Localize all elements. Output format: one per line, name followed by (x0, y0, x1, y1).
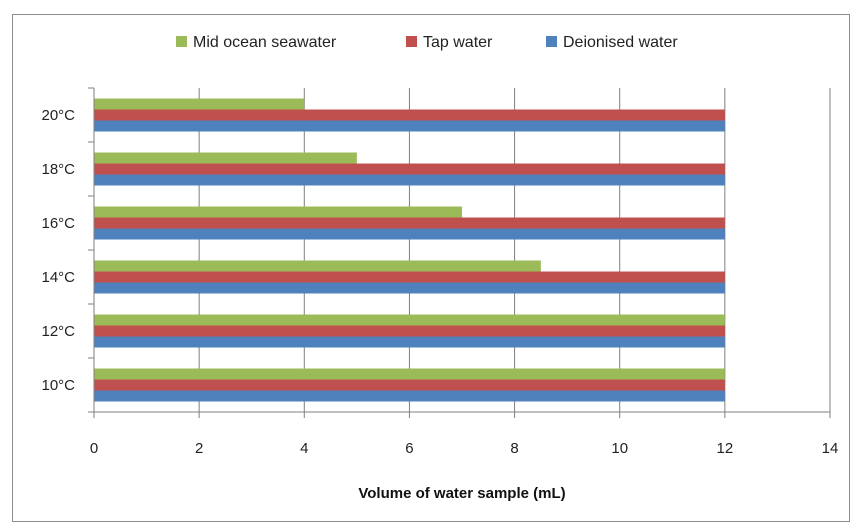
gridlines (198, 88, 831, 412)
bar (94, 174, 725, 186)
x-tick-label: 14 (822, 440, 839, 457)
legend-swatch (406, 36, 417, 47)
legend-label: Mid ocean seawater (193, 34, 337, 51)
legend-label: Tap water (423, 34, 493, 51)
bar (94, 336, 725, 348)
legend-label: Deionised water (563, 34, 678, 51)
bar (94, 228, 725, 240)
bar (94, 152, 357, 164)
x-tick-label: 12 (717, 440, 734, 457)
bar (94, 206, 462, 218)
bar (94, 109, 725, 121)
x-tick-labels: 0 2 4 6 8 10 12 14 (90, 440, 839, 457)
y-tick-label: 14°C (41, 269, 75, 286)
y-tick-label: 20°C (41, 107, 75, 124)
axes (88, 87, 831, 418)
bar (94, 98, 305, 110)
bar (94, 379, 725, 391)
bar (94, 120, 725, 132)
bar (94, 314, 725, 326)
x-axis-title: Volume of water sample (mL) (358, 485, 565, 502)
bar (94, 368, 725, 380)
bar (94, 282, 725, 294)
legend-swatch (546, 36, 557, 47)
legend-swatch (176, 36, 187, 47)
x-tick-label: 4 (300, 440, 308, 457)
bar (94, 260, 541, 272)
bars (94, 98, 725, 402)
y-tick-label: 18°C (41, 161, 75, 178)
y-tick-label: 16°C (41, 215, 75, 232)
bar (94, 390, 725, 402)
bar (94, 163, 725, 175)
x-tick-label: 6 (405, 440, 413, 457)
y-tick-labels: 10°C 12°C 14°C 16°C 18°C 20°C (41, 107, 75, 394)
legend: Mid ocean seawater Tap water Deionised wat… (176, 34, 678, 51)
x-tick-label: 8 (510, 440, 518, 457)
x-tick-label: 0 (90, 440, 98, 457)
x-tick-label: 2 (195, 440, 203, 457)
y-tick-label: 12°C (41, 323, 75, 340)
x-tick-label: 10 (611, 440, 628, 457)
y-tick-label: 10°C (41, 377, 75, 394)
bar (94, 271, 725, 283)
bar (94, 217, 725, 229)
bar (94, 325, 725, 337)
